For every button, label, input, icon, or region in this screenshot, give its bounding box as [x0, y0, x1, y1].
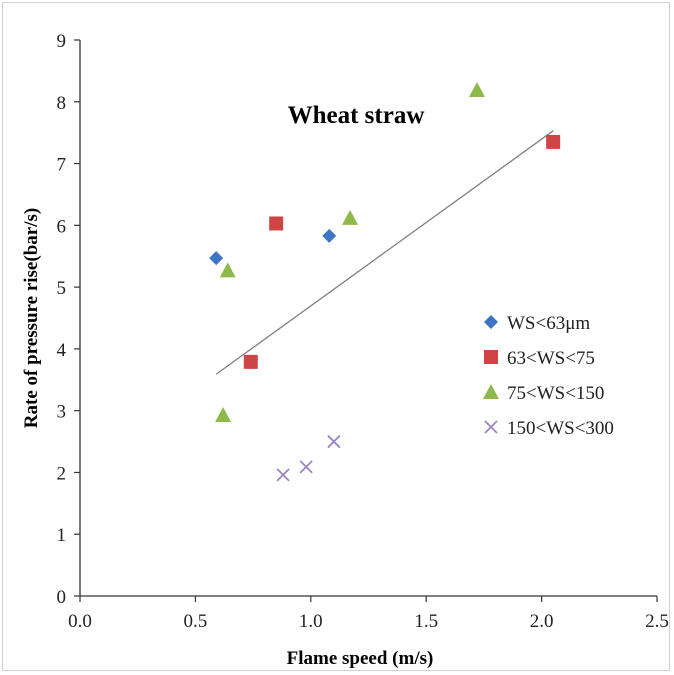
data-point — [243, 354, 258, 369]
trendline — [215, 130, 554, 375]
y-tick-label: 4 — [57, 340, 67, 361]
data-point — [219, 262, 236, 278]
series-1 — [209, 228, 337, 266]
legend-marker — [484, 420, 498, 434]
y-tick-label: 8 — [57, 93, 67, 114]
x-tick-label: 2.0 — [530, 611, 554, 632]
y-tick-label: 6 — [57, 216, 67, 237]
y-tick-label: 0 — [57, 587, 67, 608]
series-3 — [215, 82, 485, 422]
y-tick-label: 2 — [57, 463, 67, 484]
legend: WS<63μm 63<WS<75 75<WS<150 150<WS<300 — [483, 313, 614, 439]
data-point — [269, 216, 284, 231]
data-point — [209, 251, 224, 266]
data-point — [322, 228, 337, 243]
x-axis-ticks: 0.0 0.5 1.0 1.5 2.0 2.5 — [68, 596, 669, 632]
y-tick-label: 5 — [57, 278, 67, 299]
data-points — [209, 82, 561, 482]
y-axis-title: Rate of pressure rise(bar/s) — [21, 208, 42, 428]
x-tick-label: 2.5 — [645, 611, 669, 632]
y-tick-label: 9 — [57, 31, 67, 52]
x-tick-label: 1.0 — [299, 611, 323, 632]
chart-title: Wheat straw — [288, 102, 425, 129]
data-point — [215, 406, 232, 422]
legend-marker — [484, 315, 498, 329]
x-tick-label: 0.5 — [184, 611, 208, 632]
data-point — [299, 460, 313, 474]
legend-marker — [484, 350, 498, 364]
data-point — [546, 134, 561, 149]
legend-marker — [483, 384, 499, 399]
y-tick-label: 1 — [57, 525, 67, 546]
x-tick-label: 0.0 — [68, 611, 92, 632]
data-point — [468, 82, 485, 98]
x-tick-label: 1.5 — [414, 611, 438, 632]
trendline-group — [215, 130, 554, 375]
x-axis-title: Flame speed (m/s) — [287, 648, 434, 669]
series-2 — [243, 134, 561, 369]
legend-label: WS<63μm — [507, 313, 590, 334]
legend-label: 75<WS<150 — [507, 383, 604, 404]
data-point — [342, 209, 359, 225]
plot-area — [79, 40, 657, 597]
y-tick-label: 3 — [57, 402, 67, 423]
data-point — [276, 468, 290, 482]
y-tick-label: 7 — [57, 155, 67, 176]
legend-label: 150<WS<300 — [507, 418, 614, 439]
data-point — [327, 434, 341, 449]
series-4 — [276, 434, 341, 482]
legend-label: 63<WS<75 — [507, 348, 595, 369]
y-axis-ticks: 0 1 2 3 4 5 6 7 8 9 — [57, 31, 80, 608]
